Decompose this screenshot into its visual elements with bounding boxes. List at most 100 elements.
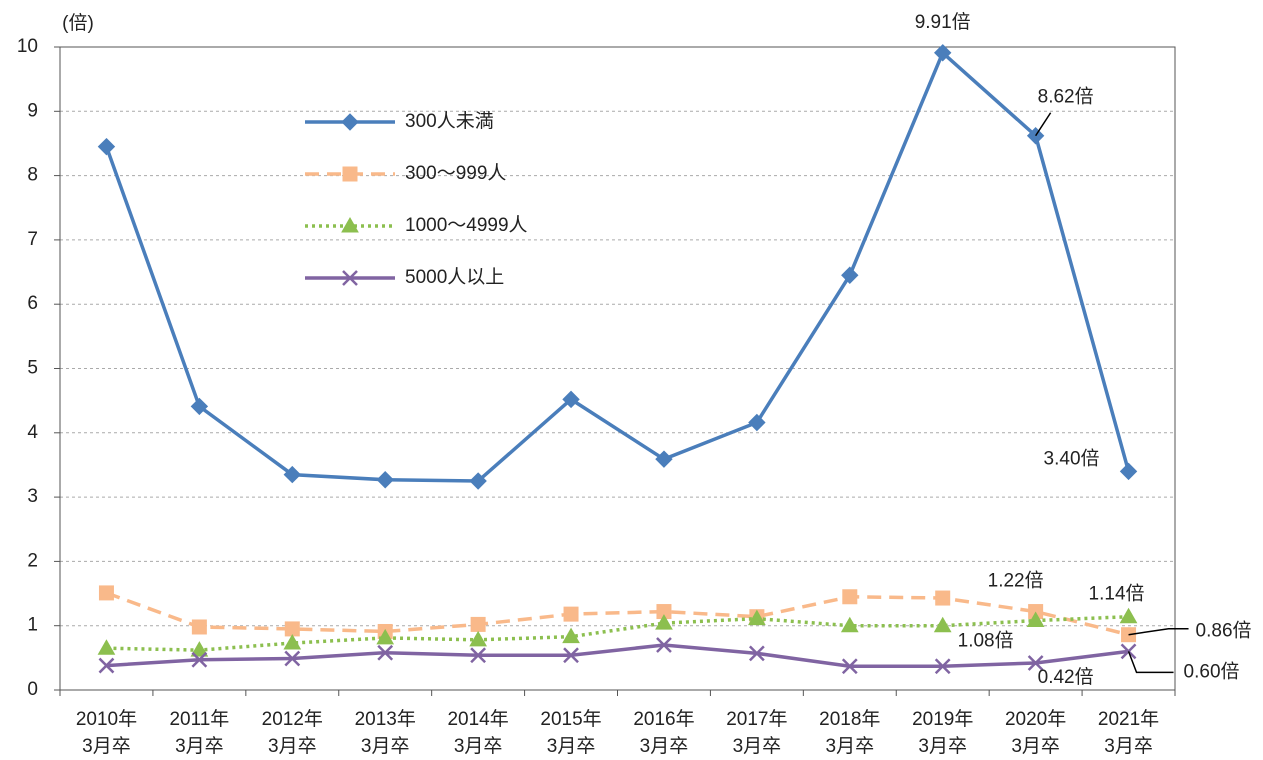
- data-label: 0.42倍: [1038, 666, 1094, 688]
- y-tick-label: 2: [27, 550, 38, 571]
- marker: [1027, 655, 1044, 671]
- x-tick-label: 2018年: [819, 708, 880, 730]
- marker: [933, 616, 952, 633]
- marker: [342, 166, 358, 182]
- marker: [748, 645, 765, 662]
- marker: [284, 621, 300, 637]
- x-tick-label: 2015年: [540, 708, 601, 730]
- marker: [97, 137, 116, 156]
- marker: [655, 450, 673, 468]
- x-tick-label: 3月卒: [640, 735, 689, 757]
- x-tick-label: 3月卒: [175, 735, 224, 757]
- x-tick-label: 3月卒: [82, 735, 131, 757]
- x-tick-label: 2016年: [633, 708, 694, 730]
- y-tick-label: 1: [27, 615, 38, 636]
- leader-line: [1127, 651, 1174, 674]
- marker: [841, 658, 858, 675]
- x-tick-label: 2011年: [169, 708, 229, 730]
- x-tick-label: 2019年: [912, 708, 973, 730]
- marker: [190, 397, 209, 416]
- marker: [1119, 462, 1138, 481]
- legend-label: 5000人以上: [405, 266, 504, 288]
- marker: [934, 658, 951, 675]
- y-tick-label: 5: [27, 358, 38, 379]
- legend-label: 300人未満: [405, 110, 494, 132]
- marker: [562, 390, 580, 409]
- x-tick-label: 3月卒: [454, 735, 503, 757]
- x-tick-label: 3月卒: [1011, 735, 1060, 757]
- marker: [841, 266, 859, 284]
- marker: [377, 644, 394, 661]
- marker: [376, 628, 395, 645]
- y-tick-label: 0: [27, 679, 38, 700]
- data-label: 0.86倍: [1196, 620, 1252, 642]
- marker: [98, 657, 115, 674]
- marker: [840, 616, 859, 633]
- x-tick-label: 2020年: [1005, 708, 1066, 730]
- marker: [283, 465, 301, 484]
- marker: [470, 616, 486, 632]
- x-tick-label: 3月卒: [361, 735, 410, 757]
- marker: [1120, 643, 1137, 660]
- series-line: [104, 49, 1131, 483]
- x-tick-label: 2010年: [76, 708, 137, 730]
- y-tick-label: 6: [27, 293, 38, 314]
- marker: [341, 113, 359, 131]
- x-tick-label: 3月卒: [1104, 735, 1153, 757]
- marker: [97, 639, 116, 655]
- marker: [1026, 611, 1045, 628]
- marker: [191, 619, 207, 635]
- y-tick-label: 4: [27, 422, 38, 443]
- marker: [190, 641, 209, 657]
- x-tick-label: 2013年: [355, 708, 416, 730]
- marker: [656, 637, 672, 653]
- marker: [469, 630, 487, 647]
- plot-border: [59, 46, 1176, 691]
- leader-line: [1035, 112, 1052, 137]
- series-line: [106, 643, 1129, 668]
- series-line: [106, 614, 1129, 652]
- data-label: 3.40倍: [1044, 447, 1100, 469]
- marker: [748, 609, 766, 626]
- data-label: 0.60倍: [1184, 660, 1240, 682]
- leader-line: [1128, 627, 1189, 636]
- marker: [98, 585, 114, 601]
- y-tick-label: 3: [27, 486, 38, 507]
- x-tick-label: 3月卒: [547, 735, 596, 757]
- legend-label: 1000～4999人: [405, 214, 528, 236]
- y-tick-label: 10: [17, 36, 38, 57]
- marker: [284, 650, 301, 667]
- marker: [563, 606, 579, 622]
- x-tick-label: 3月卒: [918, 735, 967, 757]
- x-tick-label: 2012年: [262, 708, 323, 730]
- series-line: [105, 591, 1129, 637]
- x-tick-label: 2017年: [726, 708, 787, 730]
- data-label: 1.08倍: [958, 630, 1014, 652]
- y-axis-label: (倍): [62, 12, 94, 34]
- marker: [563, 647, 579, 664]
- y-tick-label: 9: [27, 100, 38, 121]
- marker: [191, 651, 208, 668]
- x-tick-label: 3月卒: [826, 735, 875, 757]
- marker: [655, 614, 673, 630]
- x-tick-label: 3月卒: [268, 735, 317, 757]
- y-tick-label: 7: [27, 229, 38, 250]
- marker: [1119, 607, 1138, 624]
- marker: [934, 44, 952, 62]
- marker: [283, 634, 302, 650]
- legend-label: 300～999人: [405, 162, 506, 184]
- marker: [842, 589, 858, 605]
- marker: [562, 627, 580, 644]
- marker: [376, 471, 394, 489]
- marker: [341, 216, 359, 233]
- marker: [469, 472, 487, 490]
- data-label: 8.62倍: [1038, 86, 1094, 108]
- y-tick-label: 8: [27, 165, 38, 186]
- marker: [342, 270, 358, 286]
- marker: [935, 590, 951, 606]
- marker: [748, 413, 766, 432]
- x-tick-label: 2021年: [1098, 708, 1159, 730]
- data-label: 9.91倍: [915, 11, 971, 33]
- x-tick-label: 3月卒: [733, 735, 782, 757]
